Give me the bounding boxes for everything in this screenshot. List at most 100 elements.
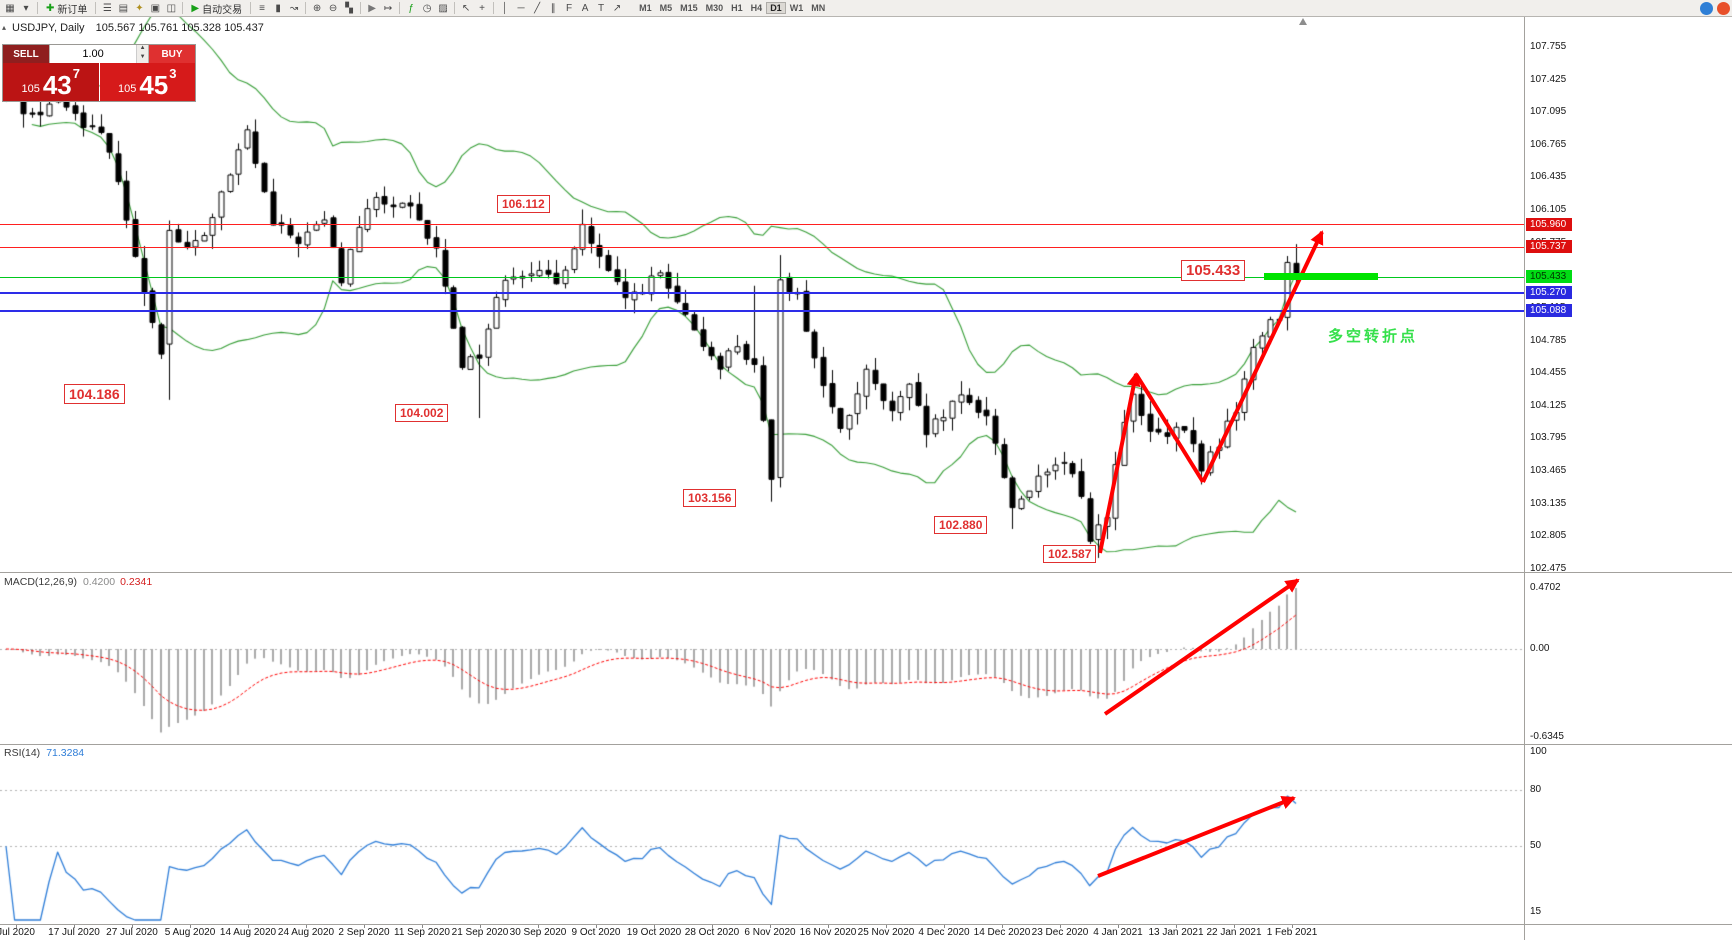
horizontal-level-line[interactable] <box>0 277 1524 278</box>
timeframe-w1[interactable]: W1 <box>789 3 804 13</box>
timeframe-m1[interactable]: M1 <box>639 3 652 13</box>
volume-down-icon[interactable]: ▼ <box>139 54 146 60</box>
horizontal-level-line[interactable] <box>0 224 1524 225</box>
price-text-label[interactable]: 104.002 <box>395 404 449 422</box>
date-axis-label: 25 Nov 2020 <box>857 927 915 938</box>
strategy-tester-icon[interactable]: ◫ <box>166 2 177 14</box>
new-order-button-label: 新订单 <box>57 4 88 16</box>
horizontal-level-line[interactable] <box>0 247 1524 248</box>
volume-up-icon[interactable]: ▲ <box>139 45 146 51</box>
navigator-icon[interactable]: ✦ <box>135 2 144 14</box>
timeframe-h1[interactable]: H1 <box>731 3 743 13</box>
periods-icon[interactable]: ◷ <box>422 2 432 14</box>
price-text-label[interactable]: 104.186 <box>64 384 125 404</box>
alerts-icon[interactable] <box>1717 1 1730 15</box>
horizontal-level-line[interactable] <box>0 292 1524 294</box>
date-axis-tick <box>16 925 17 928</box>
data-window-icon[interactable]: ▤ <box>118 2 129 14</box>
chart-profiles-icon[interactable]: ▾ <box>23 2 29 14</box>
rsi-panel-separator[interactable] <box>0 744 1732 745</box>
toolbar-separator <box>250 2 252 14</box>
date-axis-label: 24 Aug 2020 <box>277 927 335 938</box>
price-text-label[interactable]: 105.433 <box>1181 260 1246 281</box>
tile-windows-icon[interactable]: ▚ <box>345 2 353 14</box>
timeframe-d1[interactable]: D1 <box>766 2 786 14</box>
price-axis-label: 107.755 <box>1530 41 1567 52</box>
date-axis-tick <box>886 925 887 928</box>
crosshair-icon[interactable]: + <box>479 2 486 14</box>
turning-point-note[interactable]: 多空转折点 <box>1328 328 1419 345</box>
horizontal-level-line[interactable] <box>0 310 1524 312</box>
one-click-collapse-icon[interactable]: ▴ <box>2 23 7 32</box>
fibonacci-icon[interactable]: F <box>566 2 573 14</box>
toolbar-separator <box>37 2 38 14</box>
new-order-button[interactable]: ✚ 新订单 <box>41 1 92 16</box>
timeframe-m30[interactable]: M30 <box>705 3 724 13</box>
bar-chart-icon[interactable]: ≡ <box>259 2 266 14</box>
vertical-line-icon[interactable]: │ <box>501 2 509 14</box>
toolbar-separator <box>454 2 456 14</box>
new-chart-icon[interactable]: ▦ <box>5 2 15 14</box>
symbol-period-label: USDJPY, Daily <box>12 22 85 34</box>
price-axis-label: 106.435 <box>1530 171 1567 183</box>
price-axis-badge: 105.960 <box>1526 218 1572 231</box>
timeframe-m15[interactable]: M15 <box>680 3 698 13</box>
terminal-icon[interactable]: ▣ <box>150 2 161 14</box>
macd-axis-label: 0.00 <box>1530 643 1550 654</box>
date-axis-label: 14 Aug 2020 <box>219 927 277 938</box>
trendline-icon[interactable]: ╱ <box>534 2 541 14</box>
date-axis-separator <box>0 924 1732 925</box>
chart-shift-marker[interactable] <box>1299 18 1307 25</box>
buy-button[interactable]: BUY <box>149 45 195 63</box>
date-axis-tick <box>364 925 365 928</box>
sell-button[interactable]: SELL <box>3 45 49 63</box>
price-text-label[interactable]: 103.156 <box>683 489 737 507</box>
price-text-label[interactable]: 102.587 <box>1043 545 1097 563</box>
price-axis-label: 107.095 <box>1530 106 1567 118</box>
timeframe-mn[interactable]: MN <box>811 3 826 13</box>
cursor-icon[interactable]: ↖ <box>461 2 471 14</box>
auto-trading-button-label: 自动交易 <box>202 4 243 16</box>
arrows-icon[interactable]: ↗ <box>612 2 622 14</box>
price-axis-badge: 105.270 <box>1526 286 1572 299</box>
line-chart-icon[interactable]: ↝ <box>289 2 299 14</box>
toolbar-separator <box>305 2 307 14</box>
candlestick-chart-icon[interactable]: ▮ <box>275 2 281 14</box>
rsi-axis-label: 15 <box>1530 906 1542 917</box>
price-text-label[interactable]: 106.112 <box>497 195 550 213</box>
templates-icon[interactable]: ▨ <box>438 2 448 14</box>
macd-panel-separator[interactable] <box>0 572 1732 573</box>
price-axis-label: 102.475 <box>1530 562 1567 574</box>
timeframe-h4[interactable]: H4 <box>750 3 763 13</box>
price-axis-label: 104.455 <box>1530 367 1567 379</box>
chart-shift-icon[interactable]: ↦ <box>383 2 393 14</box>
toolbar-separator <box>360 2 362 14</box>
volume-input[interactable] <box>50 45 137 63</box>
zoom-out-icon[interactable]: ⊖ <box>328 2 338 14</box>
sell-price-panel[interactable]: 105 43 7 <box>3 63 99 101</box>
indicators-icon[interactable]: ƒ <box>408 2 414 14</box>
buy-price-panel[interactable]: 105 45 3 <box>99 63 195 101</box>
text-icon[interactable]: A <box>581 2 589 14</box>
key-level-highlight[interactable] <box>1264 273 1378 280</box>
market-watch-icon[interactable]: ☰ <box>102 2 112 14</box>
timeframes-group: M1 M5 M15 M30 H1 H4 D1 W1 MN <box>635 0 829 16</box>
macd-indicator-label: MACD(12,26,9) 0.4200 0.2341 <box>4 576 152 588</box>
date-axis-label: 17 Jul 2020 <box>48 927 100 938</box>
timeframe-m5[interactable]: M5 <box>659 3 673 13</box>
date-axis-tick <box>1176 925 1177 928</box>
auto-trading-button[interactable]: ▶ 自动交易 <box>186 1 247 16</box>
date-axis-label: 11 Sep 2020 <box>394 927 450 938</box>
mql5-community-icon[interactable] <box>1700 1 1713 15</box>
auto-scroll-icon[interactable]: ▶ <box>368 2 376 14</box>
zoom-in-icon[interactable]: ⊕ <box>312 2 322 14</box>
date-axis-label: 5 Aug 2020 <box>164 927 216 938</box>
date-axis-label: 16 Nov 2020 <box>799 927 857 938</box>
date-axis-label: Jul 2020 <box>0 927 35 938</box>
horizontal-line-icon[interactable]: ─ <box>517 2 525 14</box>
channel-icon[interactable]: ∥ <box>550 2 556 14</box>
ohlc-values: 105.567 105.761 105.328 105.437 <box>95 22 264 34</box>
price-text-label[interactable]: 102.880 <box>934 516 988 534</box>
label-icon[interactable]: T <box>598 2 605 14</box>
